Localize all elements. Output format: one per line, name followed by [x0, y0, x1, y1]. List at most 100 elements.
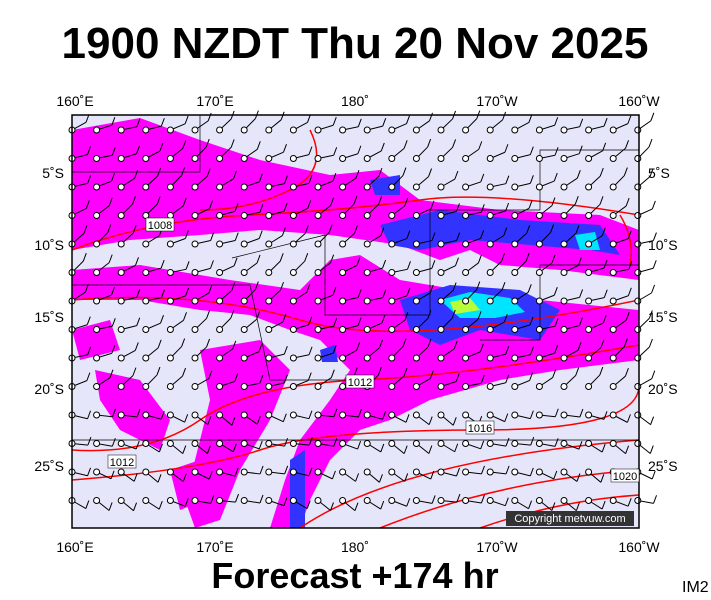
barb-flag — [648, 338, 653, 348]
station — [388, 212, 396, 219]
barb-flag — [136, 408, 141, 418]
isobar-label-box — [107, 454, 137, 469]
barb-flag — [553, 287, 558, 296]
barb-flag — [452, 282, 457, 291]
barb-flag — [136, 145, 140, 154]
barb-flag — [402, 167, 407, 176]
station — [240, 126, 248, 134]
station — [265, 468, 273, 476]
station — [560, 354, 568, 362]
barb-flag — [528, 500, 533, 509]
station — [363, 126, 371, 134]
station — [93, 155, 101, 162]
barb-flag — [454, 170, 459, 180]
station — [486, 468, 494, 476]
lon-label-top: 170˚E — [196, 93, 233, 109]
station — [560, 183, 568, 191]
station — [388, 468, 396, 476]
station — [462, 468, 470, 476]
station — [609, 155, 617, 162]
barb-flag — [501, 253, 506, 262]
barb-flag — [358, 408, 362, 418]
barb-flag — [232, 170, 237, 180]
station — [314, 183, 322, 191]
barb-flag — [132, 367, 137, 376]
barb-flag — [330, 502, 334, 511]
barb-flag — [529, 175, 534, 184]
barb-flag — [553, 172, 558, 182]
peak-precipitation — [450, 298, 480, 314]
station — [216, 411, 224, 419]
barb-flag — [282, 313, 287, 323]
barb-flag — [234, 467, 239, 477]
barb-flag — [87, 436, 92, 446]
barb-flag — [333, 318, 338, 327]
barb-flag — [404, 312, 409, 321]
barb-flag — [651, 470, 656, 480]
isobar-label: 1020 — [613, 471, 637, 483]
station — [142, 297, 150, 305]
station — [117, 354, 125, 362]
station — [388, 240, 396, 248]
copyright: Copyright metvuw.com — [514, 513, 625, 525]
barb-flag — [83, 225, 88, 234]
barb-flag — [134, 170, 139, 179]
barb-flag — [378, 474, 383, 483]
lat-label-left: 15˚S — [34, 309, 64, 325]
barb-flag — [551, 197, 556, 206]
barb-flag — [603, 411, 608, 420]
barb-flag — [550, 224, 555, 233]
barb-flag — [625, 197, 630, 207]
station — [363, 297, 371, 305]
barb-flag — [109, 369, 114, 378]
barb-flag — [454, 443, 459, 452]
barb-flag — [599, 366, 604, 376]
station — [314, 240, 322, 248]
barb-flag — [505, 465, 510, 475]
barb-flag — [280, 111, 285, 120]
barb-flag — [501, 281, 506, 291]
barb-flag — [234, 232, 239, 241]
barb-flag — [136, 118, 141, 127]
barb-flag — [529, 346, 534, 355]
barb-flag — [577, 342, 582, 351]
barb-flag — [86, 372, 91, 381]
barb-flag — [160, 289, 165, 298]
station — [93, 497, 101, 504]
station — [511, 155, 519, 162]
station — [585, 126, 593, 134]
station — [511, 354, 519, 362]
station — [93, 354, 101, 362]
station — [216, 383, 224, 390]
station — [265, 383, 273, 390]
barb-flag — [526, 225, 531, 234]
station — [486, 155, 494, 162]
barb-flag — [85, 200, 90, 209]
station — [216, 240, 224, 248]
station — [462, 440, 470, 447]
barb-flag — [157, 474, 162, 483]
barb-flag — [111, 318, 116, 327]
station — [535, 183, 543, 191]
barb-flag — [625, 312, 630, 321]
barb-flag — [404, 473, 409, 482]
station — [535, 212, 543, 219]
barb-flag — [479, 343, 484, 352]
barb-flag — [380, 443, 385, 453]
station — [634, 155, 642, 162]
barb-flag — [431, 232, 436, 241]
station — [486, 269, 494, 276]
barb-flag — [136, 289, 141, 298]
barb-flag — [156, 196, 161, 205]
barb-flag — [209, 200, 213, 209]
station — [142, 383, 150, 390]
barb-flag — [602, 314, 607, 324]
station — [363, 155, 371, 162]
station — [560, 383, 568, 390]
station — [289, 240, 297, 248]
barb-flag — [332, 117, 337, 126]
barb-flag — [554, 344, 559, 354]
station — [93, 326, 101, 333]
station — [289, 212, 297, 219]
